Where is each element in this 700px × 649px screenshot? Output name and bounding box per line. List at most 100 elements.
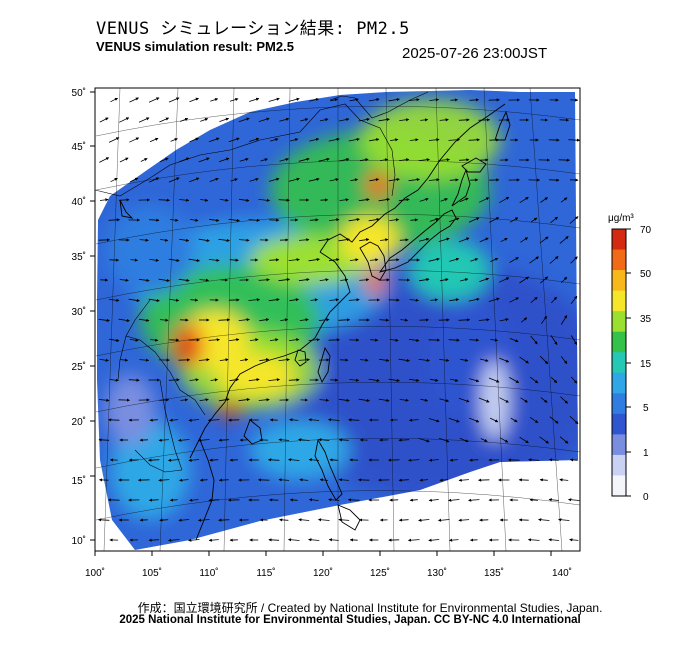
wind-arrow [188, 418, 200, 422]
wind-arrow [530, 217, 538, 223]
wind-arrow [119, 278, 129, 282]
wind-arrow [550, 377, 558, 384]
wind-arrow [318, 157, 330, 162]
wind-arrow [288, 378, 300, 382]
wind-arrow [499, 397, 509, 403]
colorbar-label: 0 [643, 492, 649, 503]
wind-arrow [169, 418, 179, 422]
wind-arrow [208, 338, 220, 342]
wind-arrow [389, 338, 399, 342]
wind-arrow [369, 178, 380, 182]
wind-arrow [319, 118, 329, 122]
wind-arrow [529, 256, 539, 264]
wind-arrow [570, 376, 578, 384]
wind-arrow [178, 518, 190, 522]
wind-arrow [420, 398, 429, 402]
wind-arrow [349, 98, 359, 102]
wind-arrow [198, 358, 210, 362]
wind-arrow [248, 378, 260, 382]
wind-arrow [468, 138, 480, 142]
wind-arrow [540, 397, 548, 403]
wind-arrow [148, 97, 160, 103]
wind-arrow [569, 458, 578, 462]
wind-arrow [139, 358, 150, 362]
wind-arrow [298, 438, 310, 442]
wind-arrow [428, 498, 439, 502]
wind-arrow [109, 378, 119, 382]
lat-label: 35˚ [72, 251, 86, 263]
wind-arrow [300, 118, 309, 122]
wind-arrow [178, 278, 190, 282]
wind-arrow [278, 438, 290, 442]
wind-arrow [499, 437, 509, 443]
wind-arrow [108, 137, 120, 143]
wind-arrow [149, 218, 160, 222]
colorbar-step [612, 393, 626, 415]
wind-arrow [419, 197, 429, 202]
wind-arrow [499, 196, 510, 204]
wind-arrow [437, 518, 450, 522]
wind-arrow [179, 238, 190, 242]
wind-arrow [219, 117, 230, 122]
wind-arrow [498, 277, 510, 283]
wind-arrow [459, 437, 469, 443]
wind-arrow [418, 438, 430, 443]
wind-arrow [139, 238, 149, 242]
wind-arrow [570, 335, 578, 345]
wind-arrow [469, 417, 480, 423]
wind-arrow [199, 398, 209, 402]
wind-arrow [149, 418, 158, 422]
wind-arrow [398, 478, 409, 482]
wind-arrow [350, 178, 359, 182]
wind-arrow [278, 278, 291, 282]
wind-arrow [527, 538, 540, 542]
lat-ticks [90, 91, 95, 541]
wind-arrow [207, 418, 220, 422]
wind-arrow [259, 318, 270, 322]
wind-arrow [98, 318, 110, 322]
wind-arrow [519, 436, 529, 444]
colorbar-label: 5 [643, 403, 649, 414]
lat-label: 45˚ [72, 141, 86, 153]
wind-arrow [348, 137, 360, 142]
wind-arrow [229, 98, 239, 102]
wind-arrow [118, 318, 130, 322]
wind-arrow [339, 117, 350, 122]
wind-arrow [448, 498, 460, 502]
wind-arrow [168, 538, 180, 542]
wind-arrow [289, 418, 299, 422]
wind-arrow [219, 358, 229, 362]
wind-arrow [348, 298, 360, 302]
colorbar-step [612, 270, 626, 292]
wind-arrow [458, 478, 469, 482]
wind-arrow [99, 117, 109, 123]
wind-arrow [368, 378, 380, 382]
wind-arrow [229, 258, 239, 262]
wind-arrow [539, 355, 549, 365]
wind-arrow [269, 258, 280, 262]
wind-arrow [268, 458, 280, 462]
wind-arrow [548, 458, 559, 462]
wind-arrow [208, 498, 220, 502]
wind-arrow [499, 357, 510, 363]
wind-arrow [509, 217, 519, 223]
wind-arrow [530, 335, 538, 345]
lat-label: 30˚ [72, 306, 86, 318]
wind-arrow [330, 98, 339, 102]
wind-arrow [129, 338, 139, 342]
colorbar: μg/m³ 70 50 35 15 5 1 0 [608, 213, 652, 503]
wind-arrow [419, 478, 429, 482]
wind-arrow [328, 137, 340, 142]
wind-arrow [249, 338, 259, 342]
wind-arrow [218, 478, 229, 482]
wind-arrow [560, 396, 568, 404]
wind-arrow [358, 198, 370, 202]
wind-arrow [208, 137, 220, 143]
wind-arrow [458, 397, 470, 403]
wind-arrow [159, 398, 170, 402]
wind-arrow [398, 198, 410, 202]
lon-label: 125˚ [370, 567, 390, 579]
wind-arrow [559, 236, 569, 244]
wind-arrow [398, 358, 410, 362]
wind-arrow [218, 238, 230, 242]
